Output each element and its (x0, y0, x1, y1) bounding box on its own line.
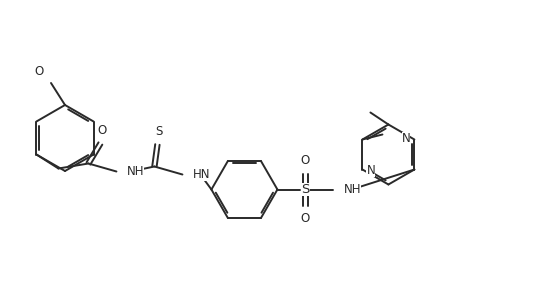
Text: O: O (301, 213, 310, 226)
Text: N: N (366, 164, 375, 177)
Text: N: N (402, 132, 410, 145)
Text: O: O (98, 123, 107, 136)
Text: NH: NH (343, 183, 361, 196)
Text: S: S (301, 183, 309, 196)
Text: O: O (301, 154, 310, 166)
Text: HN: HN (193, 168, 210, 181)
Text: O: O (35, 65, 44, 78)
Text: S: S (155, 125, 163, 138)
Text: NH: NH (126, 165, 144, 178)
